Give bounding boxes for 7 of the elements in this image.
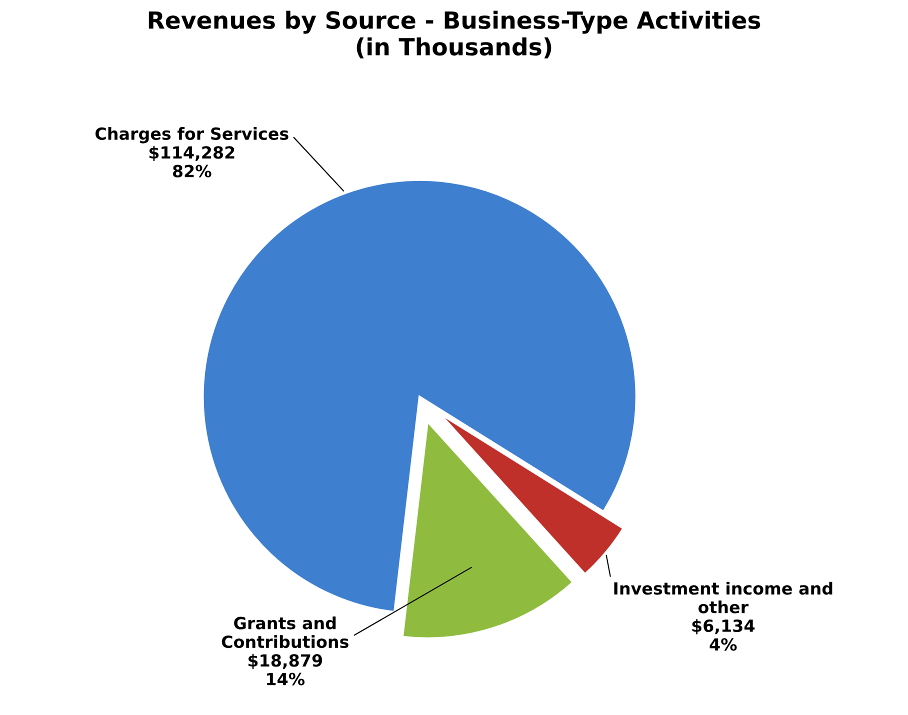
slice-label: Charges for Services <box>96 127 288 144</box>
slice-label: Investment income and other <box>614 582 832 614</box>
data-label: $6,134 4% <box>692 619 755 651</box>
data-label: $114,282 82% <box>149 146 234 178</box>
data-label: $18,879 14% <box>248 654 322 686</box>
chart-title: Revenues by Source - Business-Type Activities (in Thousands) <box>148 10 760 58</box>
slice-label: Grants and Contributions <box>222 616 348 648</box>
